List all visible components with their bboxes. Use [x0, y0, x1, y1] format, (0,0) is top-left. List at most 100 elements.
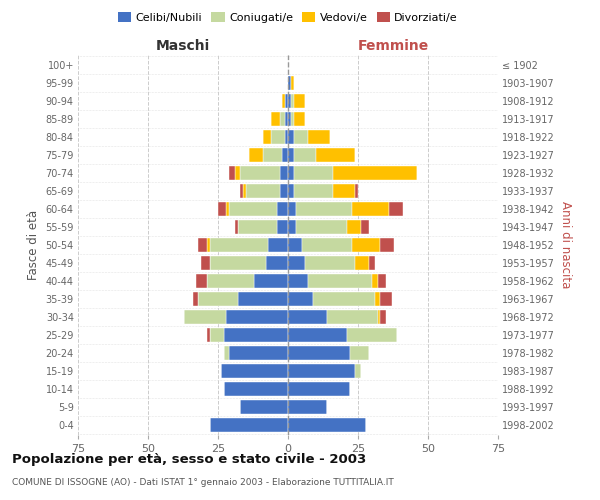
- Bar: [271, 112, 280, 126]
- Bar: [350, 346, 369, 360]
- Bar: [288, 364, 355, 378]
- Bar: [288, 202, 296, 216]
- Bar: [333, 184, 355, 198]
- Bar: [280, 184, 288, 198]
- Bar: [193, 292, 199, 306]
- Bar: [375, 292, 380, 306]
- Bar: [209, 256, 266, 270]
- Bar: [288, 310, 327, 324]
- Bar: [293, 112, 305, 126]
- Bar: [285, 94, 288, 108]
- Bar: [288, 346, 350, 360]
- Bar: [209, 238, 268, 252]
- Bar: [268, 238, 288, 252]
- Bar: [288, 94, 291, 108]
- Bar: [288, 238, 302, 252]
- Bar: [389, 202, 403, 216]
- Bar: [288, 328, 347, 342]
- Bar: [355, 184, 358, 198]
- Bar: [238, 220, 277, 234]
- Bar: [209, 328, 224, 342]
- Bar: [288, 112, 291, 126]
- Bar: [288, 382, 350, 396]
- Bar: [369, 256, 375, 270]
- Legend: Celibi/Nubili, Coniugati/e, Vedovi/e, Divorziati/e: Celibi/Nubili, Coniugati/e, Vedovi/e, Di…: [113, 8, 463, 28]
- Text: Maschi: Maschi: [156, 39, 210, 53]
- Bar: [285, 130, 288, 144]
- Bar: [288, 130, 293, 144]
- Bar: [288, 184, 293, 198]
- Bar: [288, 400, 327, 414]
- Bar: [199, 292, 238, 306]
- Bar: [305, 256, 355, 270]
- Bar: [224, 328, 288, 342]
- Bar: [235, 166, 241, 180]
- Bar: [263, 148, 283, 162]
- Bar: [308, 274, 372, 288]
- Text: Femmine: Femmine: [358, 39, 428, 53]
- Bar: [291, 112, 293, 126]
- Bar: [241, 166, 280, 180]
- Bar: [246, 184, 280, 198]
- Bar: [280, 166, 288, 180]
- Bar: [241, 400, 288, 414]
- Bar: [316, 148, 355, 162]
- Bar: [184, 310, 226, 324]
- Bar: [283, 148, 288, 162]
- Bar: [280, 112, 285, 126]
- Bar: [291, 94, 293, 108]
- Bar: [302, 238, 352, 252]
- Bar: [377, 274, 386, 288]
- Bar: [288, 274, 308, 288]
- Bar: [238, 292, 288, 306]
- Bar: [224, 346, 229, 360]
- Bar: [288, 292, 313, 306]
- Text: COMUNE DI ISSOGNE (AO) - Dati ISTAT 1° gennaio 2003 - Elaborazione TUTTITALIA.IT: COMUNE DI ISSOGNE (AO) - Dati ISTAT 1° g…: [12, 478, 394, 487]
- Bar: [283, 94, 285, 108]
- Bar: [361, 220, 369, 234]
- Bar: [288, 148, 293, 162]
- Bar: [296, 220, 347, 234]
- Bar: [288, 76, 291, 90]
- Bar: [263, 130, 271, 144]
- Bar: [277, 202, 288, 216]
- Bar: [380, 238, 394, 252]
- Bar: [218, 202, 226, 216]
- Bar: [207, 274, 254, 288]
- Bar: [229, 166, 235, 180]
- Bar: [249, 148, 263, 162]
- Bar: [254, 274, 288, 288]
- Bar: [327, 310, 377, 324]
- Bar: [377, 310, 380, 324]
- Bar: [209, 418, 288, 432]
- Bar: [207, 328, 209, 342]
- Bar: [288, 220, 296, 234]
- Bar: [355, 364, 361, 378]
- Y-axis label: Fasce di età: Fasce di età: [27, 210, 40, 280]
- Bar: [224, 382, 288, 396]
- Bar: [241, 184, 243, 198]
- Bar: [333, 166, 417, 180]
- Bar: [347, 328, 397, 342]
- Bar: [380, 292, 392, 306]
- Bar: [372, 274, 377, 288]
- Bar: [308, 130, 330, 144]
- Bar: [285, 112, 288, 126]
- Bar: [352, 238, 380, 252]
- Bar: [291, 76, 293, 90]
- Bar: [229, 346, 288, 360]
- Bar: [293, 94, 305, 108]
- Bar: [288, 166, 293, 180]
- Bar: [313, 292, 375, 306]
- Bar: [347, 220, 361, 234]
- Bar: [296, 202, 352, 216]
- Bar: [277, 220, 288, 234]
- Bar: [266, 256, 288, 270]
- Bar: [288, 256, 305, 270]
- Bar: [293, 184, 333, 198]
- Bar: [380, 310, 386, 324]
- Bar: [243, 184, 246, 198]
- Bar: [355, 256, 369, 270]
- Bar: [235, 220, 238, 234]
- Bar: [352, 202, 389, 216]
